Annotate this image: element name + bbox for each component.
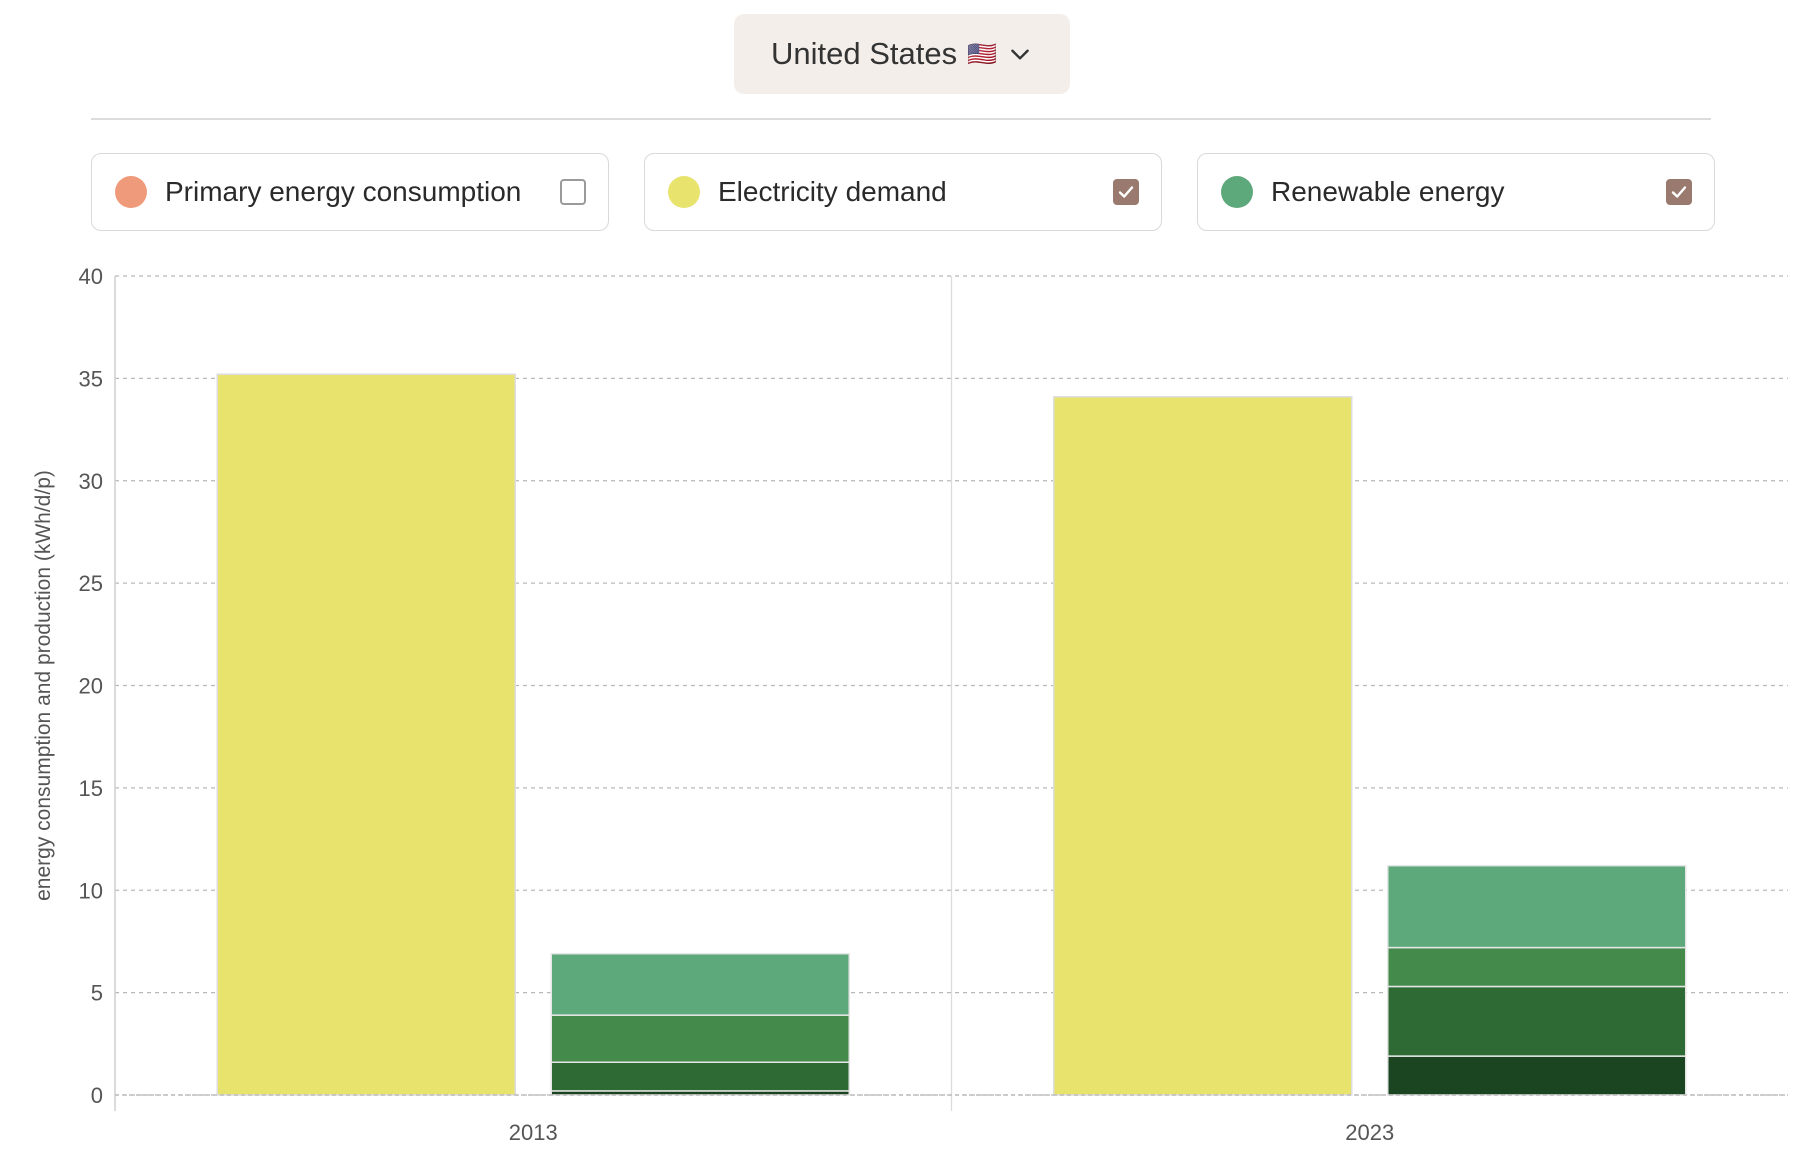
bar-renewable-segment [1387, 864, 1687, 949]
bar-renewable-segment [550, 1061, 850, 1092]
bar-renewable-segment [550, 1014, 850, 1063]
legend-toggle-renewable-energy[interactable]: Renewable energy [1197, 153, 1715, 231]
legend-label: Renewable energy [1271, 176, 1505, 207]
y-axis-label: energy consumption and production (kWh/d… [32, 470, 55, 901]
checkmark-icon [1671, 186, 1687, 198]
bar-renewable-segment [1387, 985, 1687, 1057]
flag-icon: 🇺🇸 [967, 40, 997, 68]
y-tick-label: 35 [79, 366, 103, 391]
x-tick-label: 2013 [509, 1120, 558, 1145]
divider [91, 118, 1711, 120]
y-tick-label: 15 [79, 776, 103, 801]
legend-checkbox[interactable] [1113, 179, 1139, 205]
bar-chart: 0 5 10 15 20 25 30 35 40 2013 2023 energy consumpti… [32, 264, 1788, 1145]
y-tick-label: 25 [79, 571, 103, 596]
legend-toggle-electricity-demand[interactable]: Electricity demand [644, 153, 1162, 231]
bar-renewable-segment [1387, 946, 1687, 988]
y-tick-label: 10 [79, 878, 103, 903]
country-select[interactable]: United States 🇺🇸 [734, 14, 1070, 94]
checkmark-icon [1118, 186, 1134, 198]
legend-label: Electricity demand [718, 176, 947, 207]
y-tick-label: 40 [79, 264, 103, 289]
legend-dot [1221, 176, 1253, 208]
bar-renewable-segment [1387, 1055, 1687, 1096]
legend-dot [668, 176, 700, 208]
legend-toggle-primary-energy[interactable]: Primary energy consumption [91, 153, 609, 231]
legend-checkbox[interactable] [1666, 179, 1692, 205]
bar-electricity-demand [216, 373, 516, 1096]
bar-electricity-demand [1053, 396, 1353, 1096]
legend-dot [115, 176, 147, 208]
y-tick-label: 0 [91, 1083, 103, 1108]
legend-checkbox[interactable] [560, 179, 586, 205]
y-tick-label: 30 [79, 469, 103, 494]
chevron-down-icon [1011, 49, 1029, 60]
bar-renewable-segment [550, 952, 850, 1016]
y-tick-label: 20 [79, 674, 103, 699]
country-name: United States [771, 36, 958, 71]
legend-label: Primary energy consumption [165, 176, 522, 207]
x-tick-label: 2023 [1345, 1120, 1394, 1145]
y-tick-label: 5 [91, 981, 103, 1006]
